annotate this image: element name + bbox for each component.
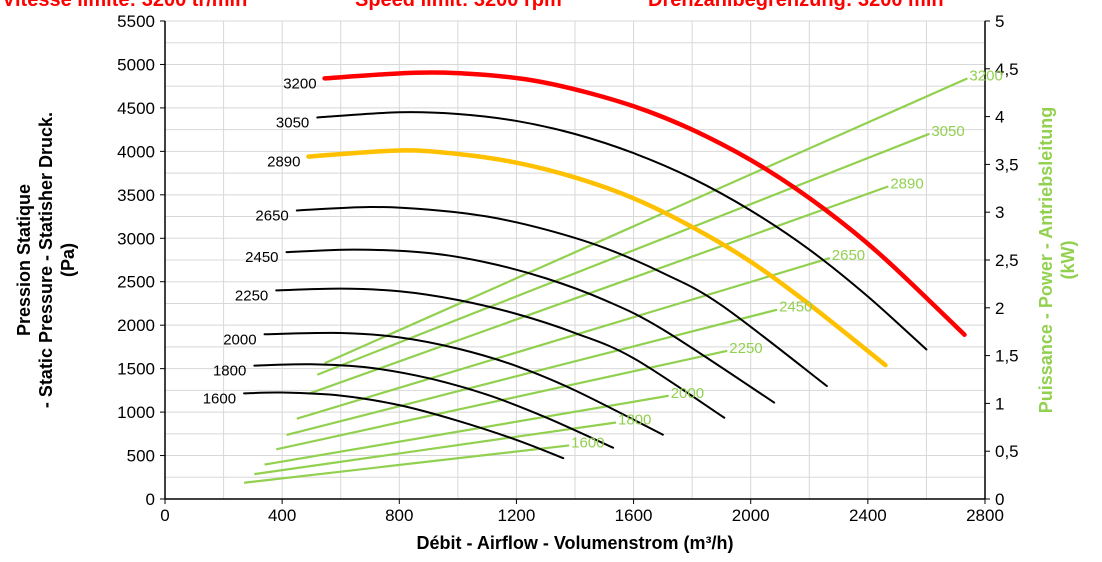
power-line-2890 bbox=[308, 185, 889, 395]
pressure-curve-2450 bbox=[285, 248, 776, 404]
pressure-curves bbox=[243, 70, 967, 460]
x-axis-title: Débit - Airflow - Volumenstrom (m³/h) bbox=[417, 533, 734, 553]
y2-tick-label: 3 bbox=[995, 203, 1004, 222]
y-tick-label: 1000 bbox=[117, 403, 155, 422]
power-label-2450: 2450 bbox=[779, 299, 812, 316]
pressure-label-1600: 1600 bbox=[203, 390, 236, 407]
y2-tick-label: 0,5 bbox=[995, 442, 1019, 461]
y-tick-label: 4000 bbox=[117, 142, 155, 161]
y-axis-title: Pression Statique - Static Pressure - Sta… bbox=[14, 112, 78, 408]
pressure-label-3050: 3050 bbox=[276, 114, 309, 131]
pressure-curve-1600 bbox=[243, 391, 565, 460]
y-tick-label: 500 bbox=[127, 447, 155, 466]
y2-tick-label: 1,5 bbox=[995, 347, 1019, 366]
pressure-curve-1800 bbox=[253, 363, 615, 449]
power-line-2000 bbox=[264, 394, 669, 466]
y-tick-label: 3500 bbox=[117, 186, 155, 205]
power-label-3050: 3050 bbox=[931, 123, 964, 140]
pressure-label-2890: 2890 bbox=[267, 154, 300, 171]
y-tick-label: 5500 bbox=[117, 12, 155, 31]
power-label-2890: 2890 bbox=[890, 175, 923, 192]
tick-labels: 0 400 800 1200 1600 2000 2400 28000500100015002… bbox=[117, 12, 1018, 525]
y-axis-title-line: - Static Pressure - Statisher Druck. bbox=[36, 112, 56, 408]
y2-tick-label: 4,5 bbox=[995, 60, 1019, 79]
top-title-right: Drehzahlbegrenzung: 3200 min bbox=[648, 0, 944, 11]
y2-tick-label: 4 bbox=[995, 108, 1004, 127]
y2-axis-title-line: (kW) bbox=[1058, 241, 1078, 280]
x-tick-label: 2800 bbox=[966, 506, 1004, 525]
y2-tick-label: 3,5 bbox=[995, 155, 1019, 174]
power-line-1600 bbox=[243, 444, 570, 484]
pressure-label-2450: 2450 bbox=[245, 249, 278, 266]
power-label-2250: 2250 bbox=[729, 340, 762, 357]
pressure-label-2250: 2250 bbox=[235, 287, 268, 304]
y-tick-label: 2000 bbox=[117, 316, 155, 335]
top-title-center: Speed limit: 3200 rpm bbox=[355, 0, 562, 11]
y-tick-label: 1500 bbox=[117, 360, 155, 379]
x-tick-label: 1600 bbox=[615, 506, 653, 525]
pressure-label-2000: 2000 bbox=[223, 331, 256, 348]
power-label-3200: 3200 bbox=[969, 67, 1002, 84]
y2-tick-label: 2,5 bbox=[995, 251, 1019, 270]
y2-tick-label: 2 bbox=[995, 299, 1004, 318]
power-line-3200 bbox=[324, 77, 968, 365]
axes bbox=[160, 20, 990, 504]
pressure-label-3200: 3200 bbox=[283, 75, 316, 92]
power-label-2650: 2650 bbox=[832, 247, 865, 264]
y-axis-title-line: Pression Statique bbox=[14, 184, 34, 336]
pressure-label-1800: 1800 bbox=[213, 363, 246, 380]
pressure-curve-2890 bbox=[306, 148, 888, 368]
pressure-curve-3200 bbox=[322, 70, 967, 337]
y2-tick-label: 1 bbox=[995, 394, 1004, 413]
pressure-curve-3050 bbox=[316, 111, 928, 351]
x-tick-label: 1200 bbox=[498, 506, 536, 525]
y-tick-label: 4500 bbox=[117, 99, 155, 118]
y-tick-label: 0 bbox=[146, 490, 155, 509]
y-tick-label: 3000 bbox=[117, 229, 155, 248]
power-line-1800 bbox=[254, 421, 617, 476]
x-tick-label: 400 bbox=[268, 506, 296, 525]
curve-labels: 1600 1800 2000 2250 2450 2650 2890 3050 3200 1600… bbox=[203, 67, 1003, 451]
pressure-curve-2250 bbox=[275, 287, 726, 419]
y2-tick-label: 0 bbox=[995, 490, 1004, 509]
power-label-1800: 1800 bbox=[618, 412, 651, 429]
power-line-2650 bbox=[296, 257, 831, 420]
y2-axis-title: Puissance - Power - Antriebsleitung (kW) bbox=[1036, 107, 1078, 413]
pressure-curve-2000 bbox=[263, 331, 664, 436]
y-axis-title-line: (Pa) bbox=[58, 243, 78, 277]
power-label-1600: 1600 bbox=[571, 434, 604, 451]
y2-tick-label: 5 bbox=[995, 12, 1004, 31]
x-tick-label: 800 bbox=[385, 506, 413, 525]
power-label-2000: 2000 bbox=[671, 385, 704, 402]
top-title: Vitesse limite: 3200 tr/min Speed limit:… bbox=[2, 0, 944, 11]
x-tick-label: 2000 bbox=[732, 506, 770, 525]
x-tick-label: 2400 bbox=[849, 506, 887, 525]
y-tick-label: 5000 bbox=[117, 55, 155, 74]
pressure-curve-2650 bbox=[295, 205, 828, 388]
power-curves bbox=[243, 77, 968, 484]
y-tick-label: 2500 bbox=[117, 273, 155, 292]
x-tick-label: 0 bbox=[160, 506, 169, 525]
axis-titles: Débit - Airflow - Volumenstrom (m³/h) Pre… bbox=[14, 107, 1078, 553]
pressure-label-2650: 2650 bbox=[255, 207, 288, 224]
top-title-left: Vitesse limite: 3200 tr/min bbox=[2, 0, 247, 11]
y2-axis-title-line: Puissance - Power - Antriebsleitung bbox=[1036, 107, 1056, 413]
